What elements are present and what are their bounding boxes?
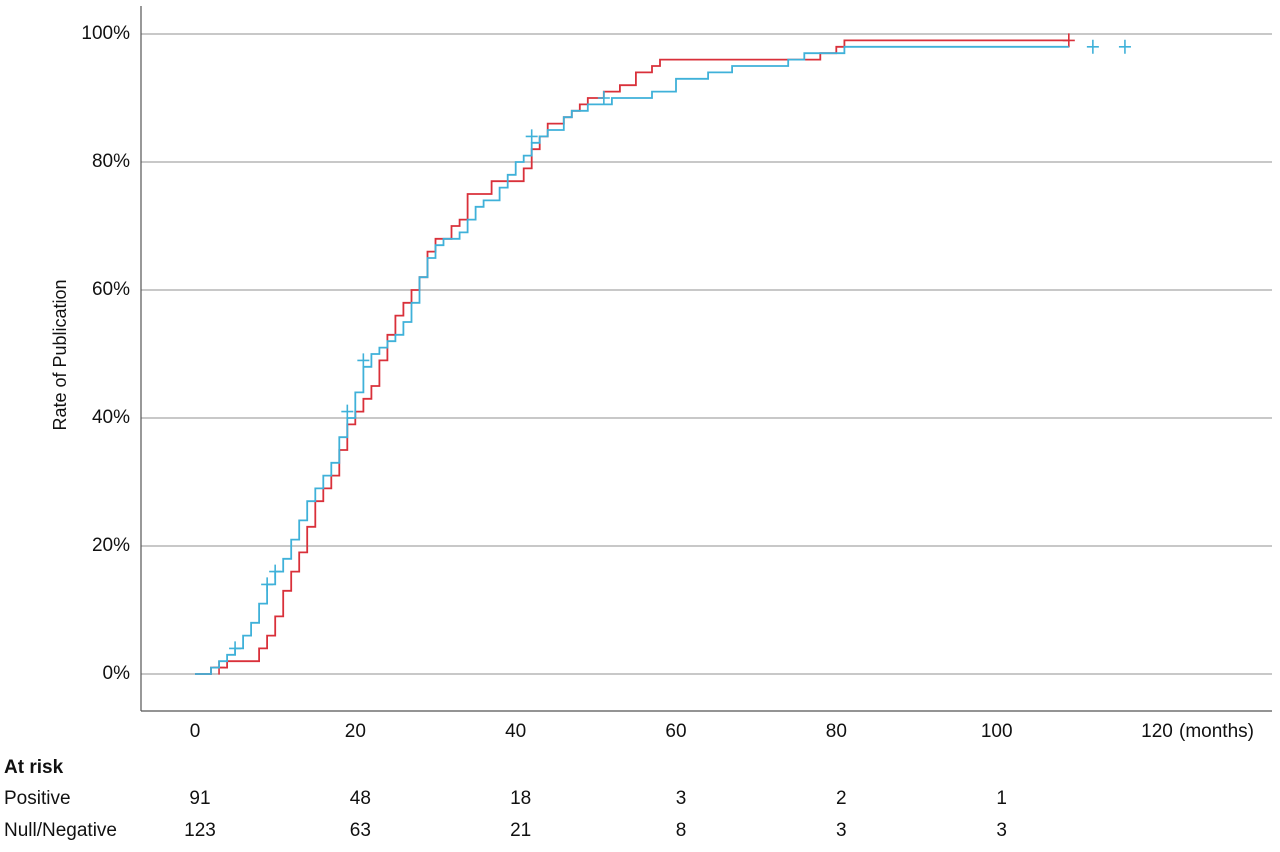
- at-risk-value: 21: [510, 820, 531, 841]
- at-risk-row-label: Positive: [4, 788, 71, 809]
- censor-mark: [1118, 39, 1131, 54]
- y-tick-label: 60%: [92, 279, 130, 300]
- censor-mark: [261, 577, 274, 592]
- at-risk-value: 91: [189, 788, 210, 809]
- y-tick-label: 0%: [103, 663, 131, 684]
- at-risk-row-label: Null/Negative: [4, 820, 117, 841]
- x-tick-label: 20: [345, 721, 366, 742]
- x-tick-label: 80: [826, 721, 847, 742]
- at-risk-value: 1: [996, 788, 1007, 809]
- y-tick-label: 20%: [92, 535, 130, 556]
- censor-mark: [269, 564, 282, 579]
- at-risk-value: 18: [510, 788, 531, 809]
- x-tick-label: 40: [505, 721, 526, 742]
- at-risk-value: 123: [184, 820, 216, 841]
- axis-layer: [140, 6, 1272, 712]
- km-curve-1: [195, 39, 1069, 675]
- at-risk-value: 3: [676, 788, 687, 809]
- x-tick-label: 0: [190, 721, 201, 742]
- censor-mark: [229, 641, 242, 656]
- at-risk-value: 3: [996, 820, 1007, 841]
- at-risk-value: 8: [676, 820, 687, 841]
- at-risk-value: 3: [836, 820, 847, 841]
- censor-mark: [1086, 39, 1099, 54]
- censor-mark: [1062, 33, 1075, 48]
- y-tick-label: 80%: [92, 151, 130, 172]
- censor-mark: [597, 91, 610, 105]
- at-risk-value: 63: [350, 820, 371, 841]
- y-tick-label: 100%: [81, 23, 130, 44]
- censor-mark: [341, 404, 354, 419]
- at-risk-value: 2: [836, 788, 847, 809]
- x-tick-label: 120: [1141, 721, 1173, 742]
- series-layer: [195, 33, 1131, 675]
- x-tick-label: 100: [981, 721, 1013, 742]
- y-tick-label: 40%: [92, 407, 130, 428]
- x-unit-label: (months): [1179, 721, 1254, 742]
- tick-layer: 0% 20% 40% 60% 80% 100% 0 20 40 60 80 100 120 (months…: [81, 23, 1254, 742]
- x-tick-label: 60: [665, 721, 686, 742]
- censor-mark: [525, 129, 538, 144]
- censor-mark: [357, 353, 370, 368]
- y-axis-label: Rate of Publication: [50, 279, 70, 430]
- grid-layer: [141, 33, 1272, 675]
- at-risk-value: 48: [350, 788, 371, 809]
- at-risk-title: At risk: [4, 757, 64, 778]
- km-curve-2: [195, 45, 1069, 675]
